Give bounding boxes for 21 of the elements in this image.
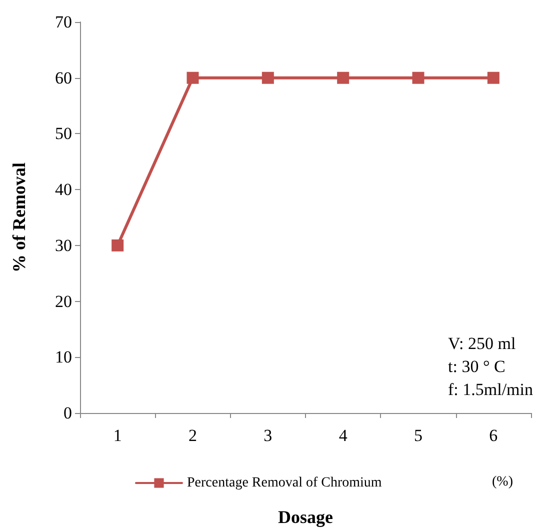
y-tick-label: 30 [55,236,72,255]
y-tick-label: 50 [55,124,72,144]
x-tick-label: 2 [188,426,197,445]
x-axis-title: Dosage [278,507,334,527]
annotation: V: 250 ml [448,334,516,353]
y-tick-label: 70 [55,12,72,32]
y-tick-label: 0 [64,404,72,422]
y-tick-label: 20 [55,292,72,311]
x-tick-label: 1 [113,426,122,445]
y-axis-title: % of Removal [9,162,29,272]
y-tick-label: 40 [55,180,72,200]
x-tick-label: 4 [338,426,348,445]
x-tick-label: 3 [264,426,272,445]
annotation: t: 30 ° C [448,357,506,376]
text: (%) [492,474,514,490]
y-tick-label: 60 [55,68,72,88]
legend-label: Percentage Removal of Chromium [187,476,382,490]
x-tick-label: 5 [414,426,422,445]
x-tick-label: 6 [489,426,498,445]
annotation: f: 1.5ml/min [448,380,534,399]
y-tick-label: 10 [55,348,72,367]
